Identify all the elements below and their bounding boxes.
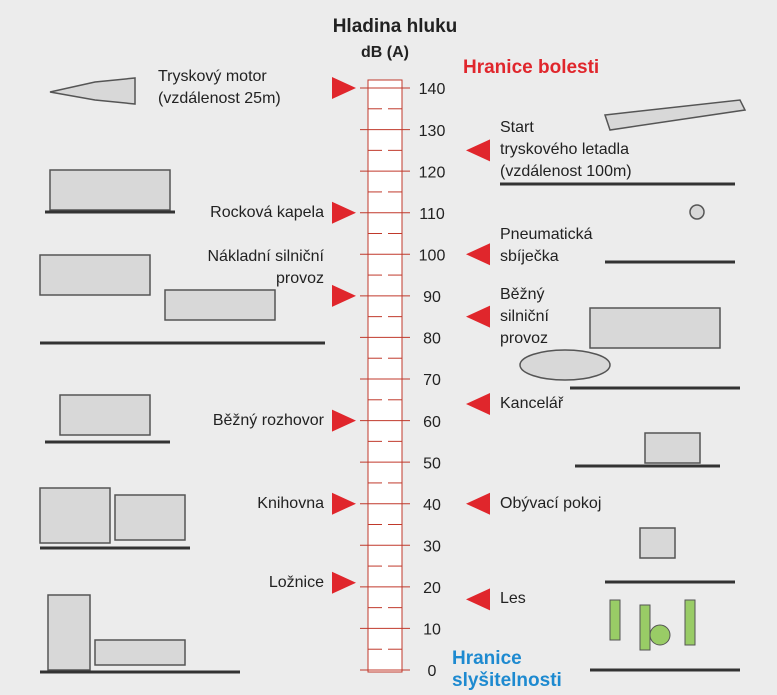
level-marker — [466, 393, 490, 415]
item-label: Start tryskového letadla (vzdálenost 100… — [500, 117, 632, 183]
level-marker — [466, 493, 490, 515]
item-label: Rocková kapela — [210, 202, 324, 224]
level-marker — [332, 285, 356, 307]
item-label: Běžný silniční provoz — [500, 284, 549, 350]
item-label: Tryskový motor (vzdálenost 25m) — [158, 66, 281, 110]
tick-label: 130 — [419, 123, 446, 140]
item-label: Ložnice — [269, 572, 324, 594]
tick-label: 60 — [423, 414, 441, 431]
tick-label: 90 — [423, 289, 441, 306]
tick-label: 40 — [423, 497, 441, 514]
tick-label: 0 — [428, 663, 437, 680]
tick-label: 50 — [423, 455, 441, 472]
scale-column — [368, 80, 402, 672]
item-label: Obývací pokoj — [500, 493, 601, 515]
tick-label: 120 — [419, 164, 446, 181]
level-marker — [466, 139, 490, 161]
unit: dB (A) — [361, 44, 409, 61]
page: Hladina hluku dB (A) Hranice bolesti 0 10… — [0, 0, 777, 695]
pain-threshold: Hranice bolesti — [463, 57, 599, 78]
level-marker — [466, 243, 490, 265]
item-label: Kancelář — [500, 393, 563, 415]
tick-label: 110 — [419, 206, 445, 223]
tick-label: 140 — [419, 81, 446, 98]
item-label: Les — [500, 588, 526, 610]
item-label: Nákladní silniční provoz — [208, 246, 325, 290]
item-label: Knihovna — [257, 493, 324, 515]
item-label: Pneumatická sbíječka — [500, 224, 593, 268]
tick-label: 30 — [423, 539, 441, 556]
level-marker — [466, 588, 490, 610]
tick-label: 100 — [419, 248, 446, 265]
diagram: Hladina hluku dB (A) Hranice bolesti 0 10… — [0, 0, 777, 695]
tick-label: 20 — [423, 580, 441, 597]
level-marker — [332, 572, 356, 594]
level-marker — [332, 202, 356, 224]
tick-label: 80 — [423, 331, 441, 348]
item-label: Běžný rozhovor — [213, 410, 324, 432]
scale: 0 10 20 30 40 50 60 70 80 90 100 110 120 130 140 — [332, 77, 490, 680]
level-marker — [466, 306, 490, 328]
title: Hladina hluku — [333, 16, 458, 37]
tick-label: 70 — [423, 372, 441, 389]
level-marker — [332, 493, 356, 515]
tick-label: 10 — [423, 622, 441, 639]
level-marker — [332, 77, 356, 99]
level-marker — [332, 410, 356, 432]
